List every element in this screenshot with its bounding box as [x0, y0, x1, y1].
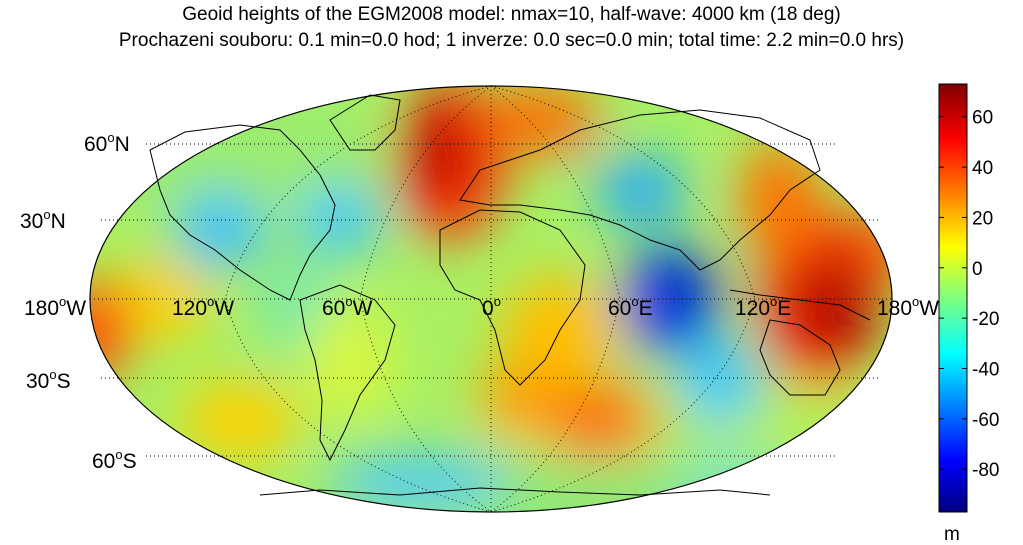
- colorbar-tick-label: -60: [972, 410, 999, 431]
- colorbar-tick-label: -20: [972, 309, 999, 330]
- lon-label-180w-right: 180oW: [877, 294, 939, 320]
- lon-label-0: 0o: [482, 294, 501, 320]
- lat-label-30s: 30oS: [26, 367, 71, 393]
- lon-label-60w: 60oW: [322, 294, 373, 320]
- colorbar-tick-label: 60: [972, 108, 993, 129]
- longitude-labels: 180oW 120oW 60oW 0o 60oE 120oE 180oW: [24, 294, 939, 320]
- colorbar-gradient: [938, 83, 968, 513]
- map-title: Geoid heights of the EGM2008 model: nmax…: [182, 4, 841, 25]
- colorbar-tick-label: -40: [972, 359, 999, 380]
- latitude-labels: 60oN 30oN 30oS 60oS: [20, 130, 137, 473]
- colorbar-tick-label: 40: [972, 158, 993, 179]
- colorbar-tick-label: 20: [972, 208, 993, 229]
- colorbar: 60 40 20 0 -20 -40 -60 -80 m: [938, 83, 999, 545]
- lat-label-30n: 30oN: [20, 207, 66, 233]
- lat-label-60s: 60oS: [92, 447, 137, 473]
- colorbar-tick-label: -80: [972, 460, 999, 481]
- lon-label-180w: 180oW: [24, 294, 86, 320]
- lon-label-120w: 120oW: [172, 294, 234, 320]
- colorbar-unit: m: [944, 524, 960, 545]
- colorbar-tick-label: 0: [972, 259, 983, 280]
- lat-label-60n: 60oN: [84, 130, 130, 156]
- lon-label-60e: 60oE: [608, 294, 653, 320]
- coastlines: [149, 94, 871, 496]
- lon-label-120e: 120oE: [735, 294, 791, 320]
- geoid-field: [90, 86, 892, 512]
- colorbar-ticks: 60 40 20 0 -20 -40 -60 -80: [939, 108, 999, 481]
- map-subtitle: Prochazeni souboru: 0.1 min=0.0 hod; 1 i…: [118, 30, 905, 51]
